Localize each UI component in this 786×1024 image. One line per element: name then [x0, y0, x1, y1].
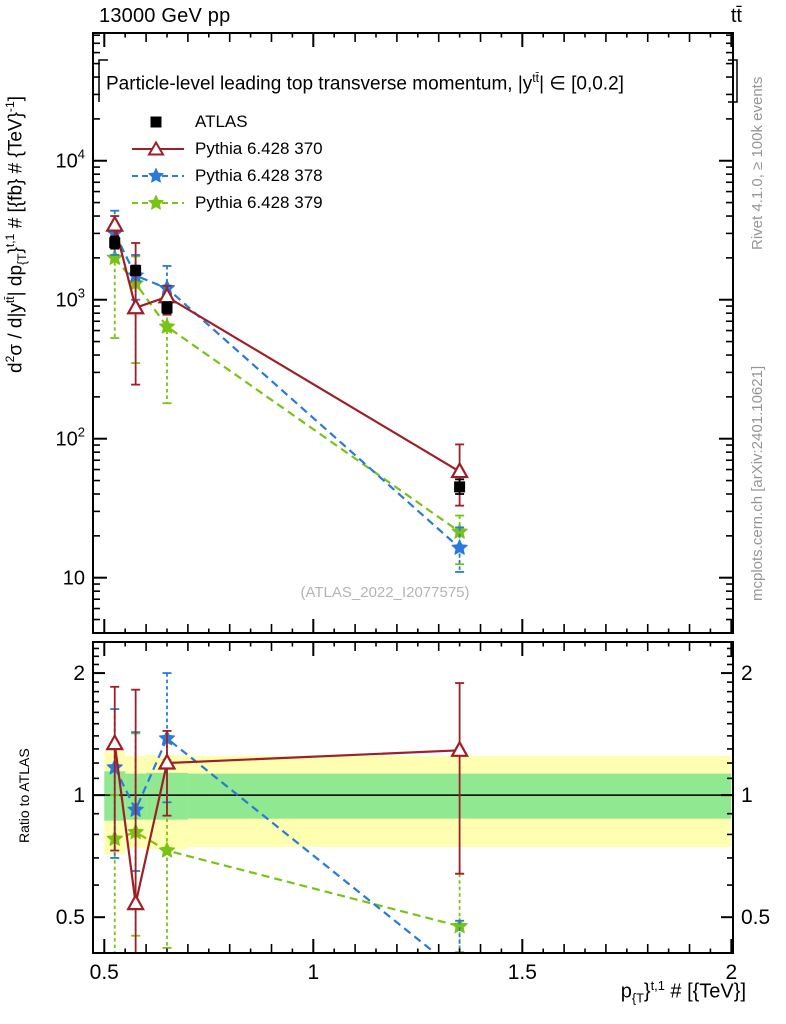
label-segment: {T — [15, 253, 30, 265]
analysis-id-watermark: (ATLAS_2022_I2077575) — [300, 584, 470, 601]
uncertainty-band-green — [104, 771, 732, 821]
label-segment: # [{TeV}] — [664, 980, 746, 1003]
legend-item-pythia-6-428-379: Pythia 6.428 379 — [130, 189, 323, 216]
label-segment: σ / d|y — [5, 303, 27, 356]
svg-text:10: 10 — [63, 568, 85, 590]
label-segment: 2 — [3, 355, 17, 363]
series-main-pythia-6-428-370 — [105, 214, 469, 507]
data-point-marker — [105, 733, 125, 751]
label-segment: t,1 — [3, 233, 17, 248]
legend-marker-pythia-6-428-370-icon — [132, 140, 184, 155]
data-point-marker — [109, 237, 121, 249]
series-ratio-pythia-6-428-370 — [105, 682, 469, 953]
data-point-marker — [126, 297, 146, 315]
svg-text:1.5: 1.5 — [508, 961, 537, 984]
label-segment: } — [643, 980, 651, 1003]
label-segment: Particle-level leading top transverse mo… — [106, 73, 533, 95]
legend: ATLAS Pythia 6.428 370 Pythia 6.428 378 Pyt… — [130, 108, 323, 216]
svg-text:0.5: 0.5 — [90, 961, 119, 984]
label-segment: | dp — [5, 264, 27, 297]
svg-text:1: 1 — [307, 961, 319, 984]
data-point-marker — [157, 286, 177, 304]
svg-text:1: 1 — [741, 784, 753, 807]
label-segment: ] — [5, 95, 27, 102]
atlas-uncertainty-bands — [104, 750, 732, 855]
label-segment: } — [5, 247, 27, 254]
svg-text:0.5: 0.5 — [741, 906, 770, 929]
svg-text:2: 2 — [725, 961, 737, 984]
data-point-marker — [106, 249, 123, 265]
legend-marker-pythia-6-428-378-icon — [132, 167, 184, 183]
series-main-pythia-6-428-378 — [106, 209, 468, 573]
legend-item-pythia-6-428-378: Pythia 6.428 378 — [130, 162, 323, 189]
label-segment: tt̄ — [3, 296, 17, 304]
series-main-pythia-6-428-379 — [106, 241, 468, 566]
data-point-marker — [158, 318, 176, 334]
legend-label: ATLAS — [195, 111, 248, 131]
label-segment: d — [5, 362, 27, 373]
legend-item-atlas: ATLAS — [130, 108, 323, 135]
axis-tick-labels: 0.5 1 1.5 2 10 102 103 104 0.5 0.5 1 1 2 2 — [56, 147, 771, 984]
svg-text:2: 2 — [741, 662, 753, 685]
plot-title: Particle-level leading top transverse mo… — [106, 71, 624, 95]
legend-marker-pythia-6-428-379-icon — [132, 194, 184, 210]
data-point-marker — [105, 214, 125, 232]
rivet-version-note: Rivet 4.1.0, ≥ 100k events — [749, 76, 766, 250]
data-point-marker — [451, 539, 468, 555]
data-point-marker — [454, 481, 466, 493]
data-point-marker — [130, 265, 142, 277]
svg-text:102: 102 — [56, 425, 85, 451]
data-point-marker — [450, 740, 469, 757]
label-segment: {T — [631, 990, 644, 1006]
legend-label: Pythia 6.428 370 — [195, 138, 323, 158]
data-point-marker — [158, 842, 176, 858]
label-segment: p — [620, 980, 632, 1003]
svg-text:0.5: 0.5 — [56, 906, 85, 929]
data-point-marker — [157, 752, 177, 770]
data-point-marker — [450, 461, 469, 479]
ratio-axis-label: Ratio to ATLAS — [16, 748, 32, 843]
data-point-marker — [452, 965, 467, 979]
svg-text:104: 104 — [56, 147, 85, 173]
panel-frames — [92, 32, 734, 954]
label-segment: | ∈ [0,0.2] — [539, 73, 624, 95]
label-segment: # [{fb} # {TeV} — [5, 112, 27, 234]
x-axis-label: p{T}t,1 # [{TeV}] — [621, 978, 746, 1006]
legend-label: Pythia 6.428 379 — [195, 192, 323, 212]
label-segment: -1 — [3, 101, 17, 113]
data-point-marker — [161, 302, 173, 314]
svg-text:103: 103 — [56, 286, 85, 312]
series-main-atlas — [109, 235, 466, 495]
svg-text:2: 2 — [73, 662, 85, 685]
label-segment: t,1 — [650, 978, 665, 993]
data-point-marker — [126, 893, 146, 911]
svg-text:1: 1 — [73, 784, 85, 807]
label-segment: tt̄ — [532, 71, 540, 85]
legend-item-pythia-6-428-370: Pythia 6.428 370 — [130, 135, 323, 162]
beam-energy-label: 13000 GeV pp — [99, 5, 231, 27]
legend-label: Pythia 6.428 378 — [195, 165, 323, 185]
legend-marker-atlas-icon — [150, 116, 162, 127]
y-axis-label: d2σ / d|ytt̄| dp{T}t,1 # [{fb} # {TeV}-1… — [3, 96, 29, 373]
title-box-marks — [98, 59, 738, 103]
axis-ticks — [93, 33, 733, 953]
process-label: tt̄ — [730, 5, 742, 27]
mcplots-arxiv-note: mcplots.cern.ch [arXiv:2401.10621] — [749, 365, 766, 601]
